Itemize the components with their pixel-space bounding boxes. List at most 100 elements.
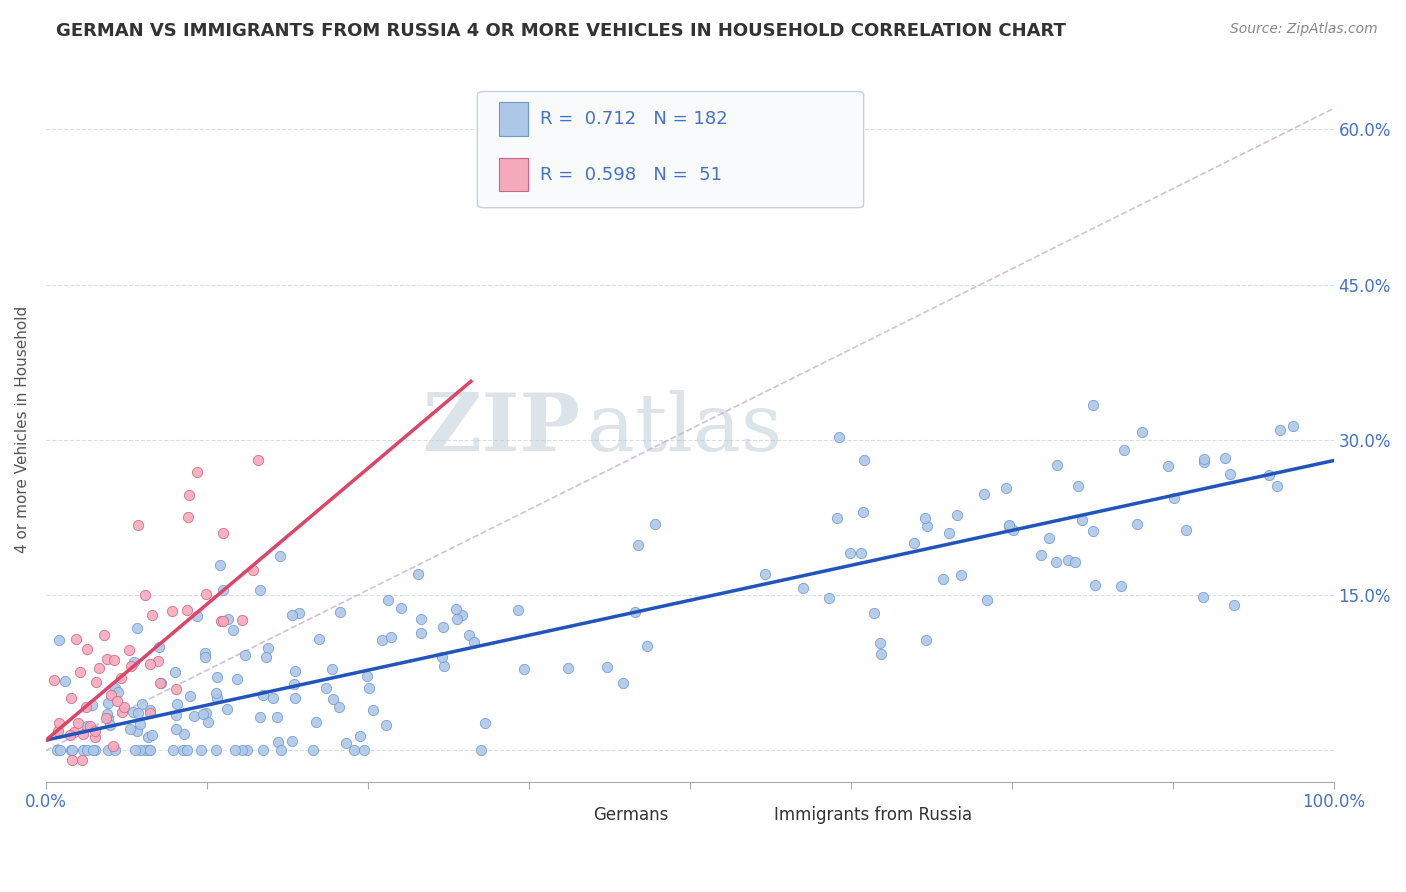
Point	[839, 546, 862, 560]
Point	[374, 718, 396, 732]
Point	[165, 708, 187, 723]
Point	[94, 710, 117, 724]
Point	[512, 662, 534, 676]
Point	[97, 711, 120, 725]
Point	[186, 465, 208, 479]
Point	[173, 727, 195, 741]
Point	[104, 743, 127, 757]
Point	[283, 677, 305, 691]
Point	[1057, 553, 1080, 567]
Point	[444, 602, 467, 616]
Point	[254, 650, 277, 665]
Point	[249, 582, 271, 597]
Point	[266, 709, 288, 723]
Point	[1157, 458, 1180, 473]
Point	[267, 735, 290, 749]
Point	[70, 753, 93, 767]
Point	[97, 743, 120, 757]
Point	[1001, 524, 1024, 538]
Point	[194, 706, 217, 720]
Text: ZIP: ZIP	[423, 391, 581, 468]
Point	[127, 706, 149, 720]
Point	[349, 729, 371, 743]
Point	[950, 568, 973, 582]
Text: R =  0.712   N = 182: R = 0.712 N = 182	[540, 110, 728, 128]
Point	[122, 655, 145, 669]
Point	[1130, 425, 1153, 440]
Point	[997, 519, 1019, 533]
Point	[270, 743, 292, 757]
Point	[1081, 524, 1104, 538]
Point	[217, 612, 239, 626]
Point	[370, 633, 392, 648]
FancyBboxPatch shape	[735, 803, 763, 827]
Point	[176, 603, 198, 617]
Point	[903, 536, 925, 550]
Point	[82, 743, 104, 757]
Point	[118, 642, 141, 657]
Point	[1081, 398, 1104, 412]
Point	[97, 697, 120, 711]
Point	[104, 681, 127, 695]
Point	[828, 429, 851, 443]
Point	[138, 743, 160, 757]
Point	[79, 719, 101, 733]
Point	[231, 613, 253, 627]
Point	[194, 650, 217, 665]
Point	[995, 481, 1018, 495]
Point	[136, 730, 159, 744]
Point	[269, 549, 291, 564]
Point	[60, 753, 83, 767]
Point	[754, 567, 776, 582]
Point	[1219, 467, 1241, 481]
Point	[141, 728, 163, 742]
Point	[96, 651, 118, 665]
Point	[146, 654, 169, 668]
Point	[72, 727, 94, 741]
Point	[1029, 548, 1052, 562]
Point	[281, 734, 304, 748]
Point	[96, 706, 118, 721]
Point	[148, 640, 170, 655]
Point	[111, 705, 134, 719]
Point	[84, 724, 107, 739]
Point	[65, 632, 87, 647]
Point	[63, 725, 86, 739]
Point	[457, 628, 479, 642]
Point	[262, 690, 284, 705]
Point	[211, 614, 233, 628]
Point	[76, 719, 98, 733]
Point	[134, 588, 156, 602]
Point	[596, 659, 619, 673]
Point	[118, 722, 141, 736]
Point	[938, 525, 960, 540]
Point	[217, 702, 239, 716]
Point	[190, 743, 212, 757]
Point	[186, 608, 208, 623]
FancyBboxPatch shape	[499, 102, 527, 136]
Point	[380, 630, 402, 644]
Point	[224, 743, 246, 757]
Point	[242, 563, 264, 577]
Point	[853, 453, 876, 467]
Point	[1114, 443, 1136, 458]
Point	[644, 517, 666, 532]
Point	[257, 640, 280, 655]
Point	[129, 743, 152, 757]
Point	[284, 690, 307, 705]
Point	[869, 636, 891, 650]
Point	[165, 681, 187, 696]
Point	[166, 697, 188, 711]
Point	[149, 676, 172, 690]
Point	[305, 714, 328, 729]
FancyBboxPatch shape	[499, 158, 527, 192]
Point	[288, 607, 311, 621]
Point	[129, 717, 152, 731]
Point	[72, 743, 94, 757]
Point	[127, 518, 149, 533]
Point	[165, 722, 187, 736]
Point	[205, 743, 228, 757]
Point	[139, 743, 162, 757]
Point	[110, 671, 132, 685]
Point	[792, 581, 814, 595]
